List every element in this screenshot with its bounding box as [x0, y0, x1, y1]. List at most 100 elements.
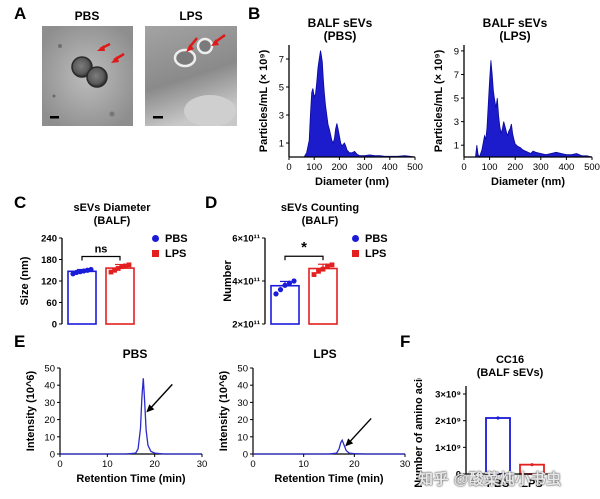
data-point: [108, 269, 114, 275]
x-tick-label: 500: [584, 162, 600, 173]
scale-bar: [50, 116, 59, 119]
y-tick-label: 40: [44, 381, 55, 392]
panel-b-lps-title: BALF sEVs (LPS): [455, 17, 575, 43]
x-axis-label: Diameter (nm): [491, 176, 565, 188]
data-point: [123, 263, 128, 269]
y-axis-label: Intensity (10^6): [218, 370, 230, 451]
x-tick-label: 0: [250, 459, 255, 470]
nta-area: [299, 50, 416, 158]
x-tick-label: 0: [461, 162, 466, 173]
x-axis-label: Retention Time (min): [274, 473, 384, 485]
bar-point: [496, 416, 500, 420]
panel-e-pbs-title: PBS: [122, 347, 148, 361]
y-tick-label: 7: [454, 70, 459, 81]
vesicle-1: [71, 56, 93, 78]
legend-d-item-lps: LPS: [352, 247, 388, 262]
panel-d-title: sEVs Counting (BALF): [250, 202, 390, 228]
legend-c-item-pbs: PBS: [152, 232, 188, 247]
chromatogram-line: [253, 438, 405, 455]
panel-f-title-line1: CC16: [495, 354, 525, 366]
panel-b-lps-title-line2: (LPS): [499, 29, 531, 43]
data-point: [273, 291, 279, 297]
significance-bracket: [284, 255, 324, 261]
x-tick-label: 0: [57, 459, 62, 470]
y-tick-label: 7: [279, 55, 284, 66]
y-tick-label: 5: [454, 94, 459, 105]
y-tick-label: 9: [454, 46, 459, 57]
y-tick-label: 0: [52, 320, 57, 331]
x-tick-label: 500: [407, 162, 423, 173]
nta-area: [471, 60, 593, 158]
chromatogram-line: [60, 378, 202, 455]
y-axis-label: Number: [222, 260, 234, 302]
panel-d-title-line2: (BALF): [301, 215, 339, 227]
panel-c-title-line1: sEVs Diameter: [73, 202, 151, 214]
x-tick-label: 300: [533, 162, 549, 173]
panel-f-letter: F: [400, 332, 411, 351]
x-category-label: PBS: [487, 478, 510, 490]
y-tick-label: 2×10¹¹: [232, 320, 260, 331]
y-tick-label: 1×10⁹: [435, 443, 461, 454]
panel-b-letter: B: [248, 4, 261, 23]
tem-lps-graphic: [145, 26, 237, 126]
data-point: [320, 266, 326, 272]
diameter-bar-chart: 0 60 120 180 240 ns Size (nm): [19, 234, 135, 331]
bar-pbs: [67, 270, 97, 325]
panel-b-pbs-title-line2: (PBS): [323, 29, 357, 43]
y-tick-label: 0: [50, 450, 55, 461]
legend-d: PBS LPS: [352, 232, 388, 262]
vesicle-lps-2: [196, 37, 214, 55]
peak-arrow-head: [345, 438, 354, 447]
x-tick-label: 400: [558, 162, 574, 173]
panel-c-title-line2: (BALF): [93, 215, 131, 227]
peak-arrow: [348, 417, 372, 443]
legend-circle-icon: [152, 235, 159, 242]
data-point: [286, 280, 293, 286]
panel-b-pbs-title-line1: BALF sEVs: [307, 16, 373, 30]
y-tick-label: 30: [237, 398, 248, 409]
bar-lps: [308, 267, 338, 325]
x-tick-label: 10: [298, 459, 309, 470]
x-tick-label: 20: [349, 459, 360, 470]
data-point: [112, 267, 117, 273]
panel-b-lps-title-line1: BALF sEVs: [482, 16, 548, 30]
counting-bar-chart: 2×10¹¹ 4×10¹¹ 6×10¹¹ * Number: [222, 234, 338, 331]
legend-square-icon: [152, 250, 159, 257]
chromatogram-pbs: 0 10 20 30 0 10 20 30 40 50 Retention Time (min) In…: [25, 364, 207, 486]
panel-a-lps-label: LPS: [179, 9, 203, 23]
data-point: [291, 278, 297, 284]
y-tick-label: 1: [279, 139, 284, 150]
y-tick-label: 10: [237, 432, 248, 443]
y-axis-label: Particles/mL (× 10⁹): [433, 49, 445, 152]
y-tick-label: 240: [41, 234, 57, 245]
y-tick-label: 180: [41, 255, 57, 266]
x-tick-label: 30: [400, 459, 411, 470]
tem-image-lps: [145, 26, 237, 126]
x-tick-label: 100: [482, 162, 498, 173]
y-tick-label: 120: [41, 277, 57, 288]
x-tick-label: 400: [382, 162, 398, 173]
y-tick-label: 40: [237, 381, 248, 392]
data-point: [115, 266, 121, 271]
y-tick-label: 2×10⁹: [435, 416, 461, 427]
y-tick-label: 0: [243, 450, 248, 461]
x-category-label: LPS: [521, 478, 542, 490]
data-point: [329, 262, 335, 268]
peak-arrow: [149, 383, 173, 409]
watermark: 知乎 @酸菜炖小书虫: [418, 471, 562, 488]
panel-f-title-line2: (BALF sEVs): [476, 367, 544, 379]
data-point: [277, 287, 284, 293]
panel-b-pbs-title: BALF sEVs (PBS): [280, 17, 400, 43]
chromatogram-lps: 0 10 20 30 0 10 20 30 40 50 Retention Time (min) In…: [218, 364, 411, 486]
legend-d-label-pbs: PBS: [365, 233, 388, 245]
data-point: [325, 263, 330, 269]
data-point: [311, 272, 317, 277]
vesicle-lps-1: [173, 48, 197, 68]
tem-image-pbs: [42, 26, 133, 126]
panel-e-lps-title: LPS: [313, 347, 337, 361]
data-point: [119, 264, 125, 270]
y-tick-label: 50: [237, 364, 248, 375]
y-tick-label: 20: [44, 415, 55, 426]
cc16-bar-chart: 0 1×10⁹ 2×10⁹ 3×10⁹ PBS LPS Number of amino ac…: [413, 378, 550, 490]
y-tick-label: 5: [279, 83, 284, 94]
